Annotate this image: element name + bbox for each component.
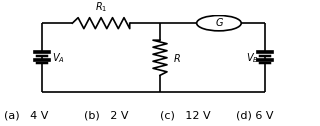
Text: $V_A$: $V_A$: [52, 51, 65, 65]
Text: $R_1$: $R_1$: [95, 1, 107, 14]
Text: (d) 6 V: (d) 6 V: [236, 111, 274, 121]
Text: $R$: $R$: [173, 52, 180, 64]
Text: G: G: [215, 18, 223, 28]
Text: (a)   4 V: (a) 4 V: [4, 111, 48, 121]
Text: (c)   12 V: (c) 12 V: [160, 111, 211, 121]
Text: (b)   2 V: (b) 2 V: [84, 111, 128, 121]
Text: $V_B$: $V_B$: [246, 51, 259, 65]
